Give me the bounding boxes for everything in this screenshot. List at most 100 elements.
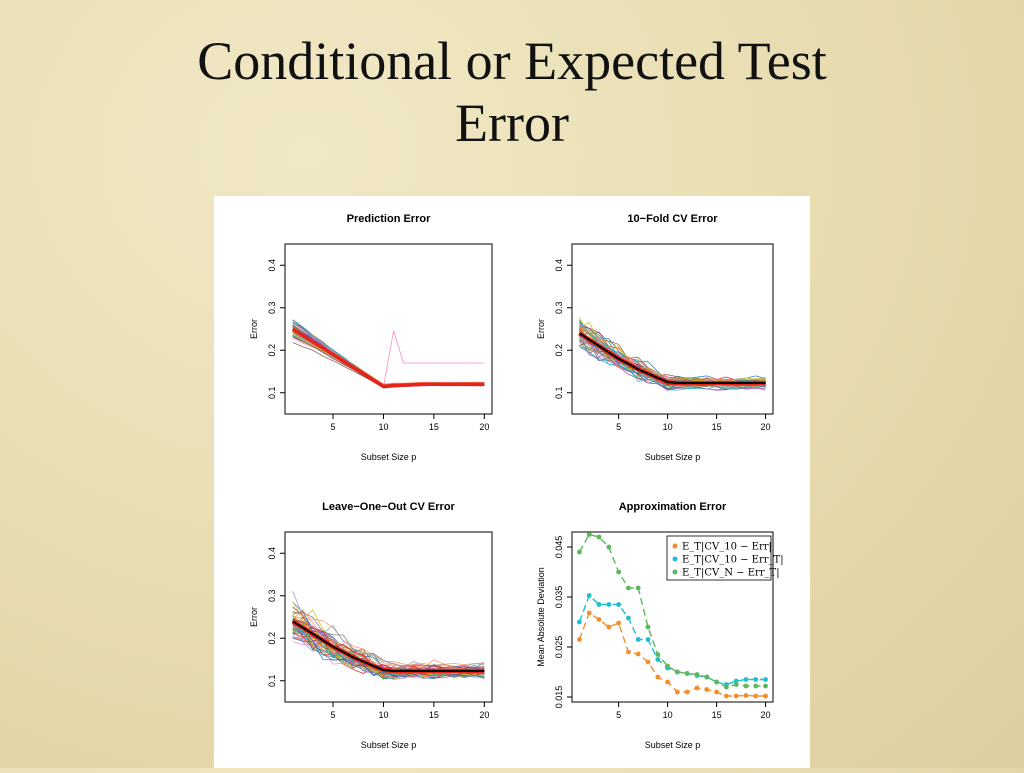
series-2-point <box>586 593 592 598</box>
series-3-point <box>753 683 759 689</box>
series-2-point <box>655 657 661 662</box>
figure-panel: Prediction Error 5 10 15 20 0.1 0.2 0.3 0.4 Subse… <box>214 196 810 768</box>
series-1-point <box>645 659 651 665</box>
thin-curve <box>292 325 485 387</box>
plot-area <box>577 532 768 699</box>
series-3-point <box>626 585 631 591</box>
thin-curve <box>292 632 485 680</box>
thin-curve <box>292 326 485 387</box>
series-line-2 <box>578 594 766 686</box>
chart-panel-4: Approximation Error 5 10 15 20 0.015 0.025 0.03… <box>536 501 784 750</box>
thin-curve <box>292 325 485 388</box>
plot-frame <box>284 531 493 703</box>
y-tick-label: 0.4 <box>267 259 277 272</box>
series-1-point <box>753 693 759 699</box>
y-axis-label: Error <box>536 319 546 339</box>
series-2-point <box>635 637 641 642</box>
series-2-point <box>753 677 759 682</box>
y-tick-label: 0.3 <box>554 301 564 314</box>
series-2-point <box>596 602 602 607</box>
y-tick-label: 0.1 <box>267 674 277 687</box>
y-tick-label: 0.1 <box>267 386 277 399</box>
plot-frame <box>284 243 493 415</box>
thin-curve <box>579 345 766 390</box>
mean-curve <box>292 620 485 672</box>
y-tick-label: 0.1 <box>554 386 564 399</box>
chart-title: Leave−One−Out CV Error <box>322 501 455 513</box>
series-1-point <box>626 649 631 655</box>
legend-entry-2: E_T|CV_10 − Err_T| <box>682 555 784 566</box>
x-tick-label: 5 <box>331 422 336 432</box>
x-tick-label: 10 <box>663 422 673 432</box>
series-2-point <box>733 678 739 684</box>
thin-curve <box>292 322 485 386</box>
series-3-point <box>674 669 680 675</box>
x-tick-label: 15 <box>712 422 722 432</box>
x-tick-label: 20 <box>479 422 489 432</box>
y-tick-label: 0.045 <box>554 536 564 559</box>
series-2-point <box>645 637 651 642</box>
plot-area <box>578 317 766 391</box>
thin-curve <box>292 624 485 673</box>
series-3-point <box>645 624 651 630</box>
y-axis-label: Error <box>249 607 259 627</box>
chart-title: Prediction Error <box>347 213 431 225</box>
thin-curve <box>579 331 766 386</box>
slide-title-line-1: Conditional or Expected Test <box>197 31 827 91</box>
x-axis-label: Subset Size p <box>645 452 701 462</box>
series-1-point <box>577 637 582 642</box>
mean-curve <box>291 327 485 389</box>
thin-curve <box>292 627 485 676</box>
x-tick-label: 20 <box>761 422 771 432</box>
series-3-point <box>723 684 729 690</box>
series-1-point <box>733 693 739 699</box>
thin-curve <box>292 327 485 386</box>
plot-area <box>291 591 485 681</box>
legend-box <box>666 535 772 581</box>
series-1-point <box>616 620 622 626</box>
legend-marker-2 <box>672 556 678 562</box>
series-1-point <box>723 693 729 699</box>
x-tick-label: 20 <box>761 710 771 720</box>
series-3-point <box>596 534 602 540</box>
chart-panel-2: 10−Fold CV Error 5 10 15 20 0.1 0.2 0.3 0.4 Subse… <box>536 213 774 462</box>
series-2-point <box>616 602 622 607</box>
series-3-point <box>694 672 700 677</box>
series-3-point <box>733 682 739 687</box>
thin-curve <box>292 330 485 388</box>
y-tick-label: 0.4 <box>267 547 277 560</box>
slide-title: Conditional or Expected Test Error <box>0 30 1024 154</box>
x-tick-label: 10 <box>663 710 673 720</box>
series-1-point <box>684 689 690 695</box>
thin-curve <box>292 319 485 387</box>
thin-curve <box>292 616 485 668</box>
y-axis-label: Error <box>249 319 259 339</box>
series-3-point <box>616 569 622 575</box>
series-1-point <box>674 689 680 695</box>
x-tick-label: 10 <box>378 710 388 720</box>
chart-title: 10−Fold CV Error <box>627 213 718 225</box>
x-tick-label: 15 <box>429 710 439 720</box>
x-tick-label: 15 <box>429 422 439 432</box>
y-tick-label: 0.025 <box>554 636 564 659</box>
plot-frame <box>571 531 774 703</box>
series-1-point <box>763 693 768 699</box>
y-tick-label: 0.2 <box>554 344 564 357</box>
series-1-point <box>714 689 719 695</box>
series-2-point <box>743 677 749 682</box>
y-axis-label: Mean Absolute Deviation <box>536 567 546 667</box>
y-tick-label: 0.3 <box>267 589 277 602</box>
thin-curve <box>292 637 485 680</box>
chart-panel-1: Prediction Error 5 10 15 20 0.1 0.2 0.3 0.4 Subse… <box>249 213 493 462</box>
thin-curve <box>292 319 485 387</box>
series-2-point <box>606 602 612 607</box>
plot-area <box>291 319 485 389</box>
series-2-point <box>577 619 582 625</box>
thin-curve <box>292 326 485 387</box>
mean-curve <box>578 332 766 384</box>
series-3-point <box>655 652 661 657</box>
y-tick-label: 0.2 <box>267 632 277 645</box>
series-1-point <box>694 685 700 691</box>
x-tick-label: 5 <box>616 422 621 432</box>
series-1-point <box>606 624 612 630</box>
